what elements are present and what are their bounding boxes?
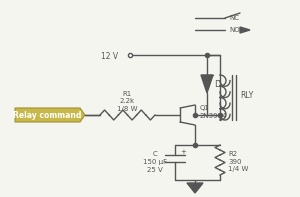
Text: RLY: RLY xyxy=(240,90,253,99)
Text: R1
2.2k
1/8 W: R1 2.2k 1/8 W xyxy=(117,90,137,112)
Polygon shape xyxy=(187,183,203,193)
Polygon shape xyxy=(15,108,85,122)
Text: R2
390
1/4 W: R2 390 1/4 W xyxy=(228,151,248,173)
Text: Q1
2N3904: Q1 2N3904 xyxy=(200,105,227,119)
Polygon shape xyxy=(240,27,250,33)
Text: +: + xyxy=(180,149,186,155)
Text: NO: NO xyxy=(229,27,240,33)
Text: Relay command: Relay command xyxy=(13,111,81,120)
Text: D: D xyxy=(214,80,220,88)
Text: 12 V: 12 V xyxy=(101,51,118,60)
Text: NC: NC xyxy=(229,15,239,21)
Text: C
150 μF
25 V: C 150 μF 25 V xyxy=(143,151,167,173)
Polygon shape xyxy=(201,75,213,93)
